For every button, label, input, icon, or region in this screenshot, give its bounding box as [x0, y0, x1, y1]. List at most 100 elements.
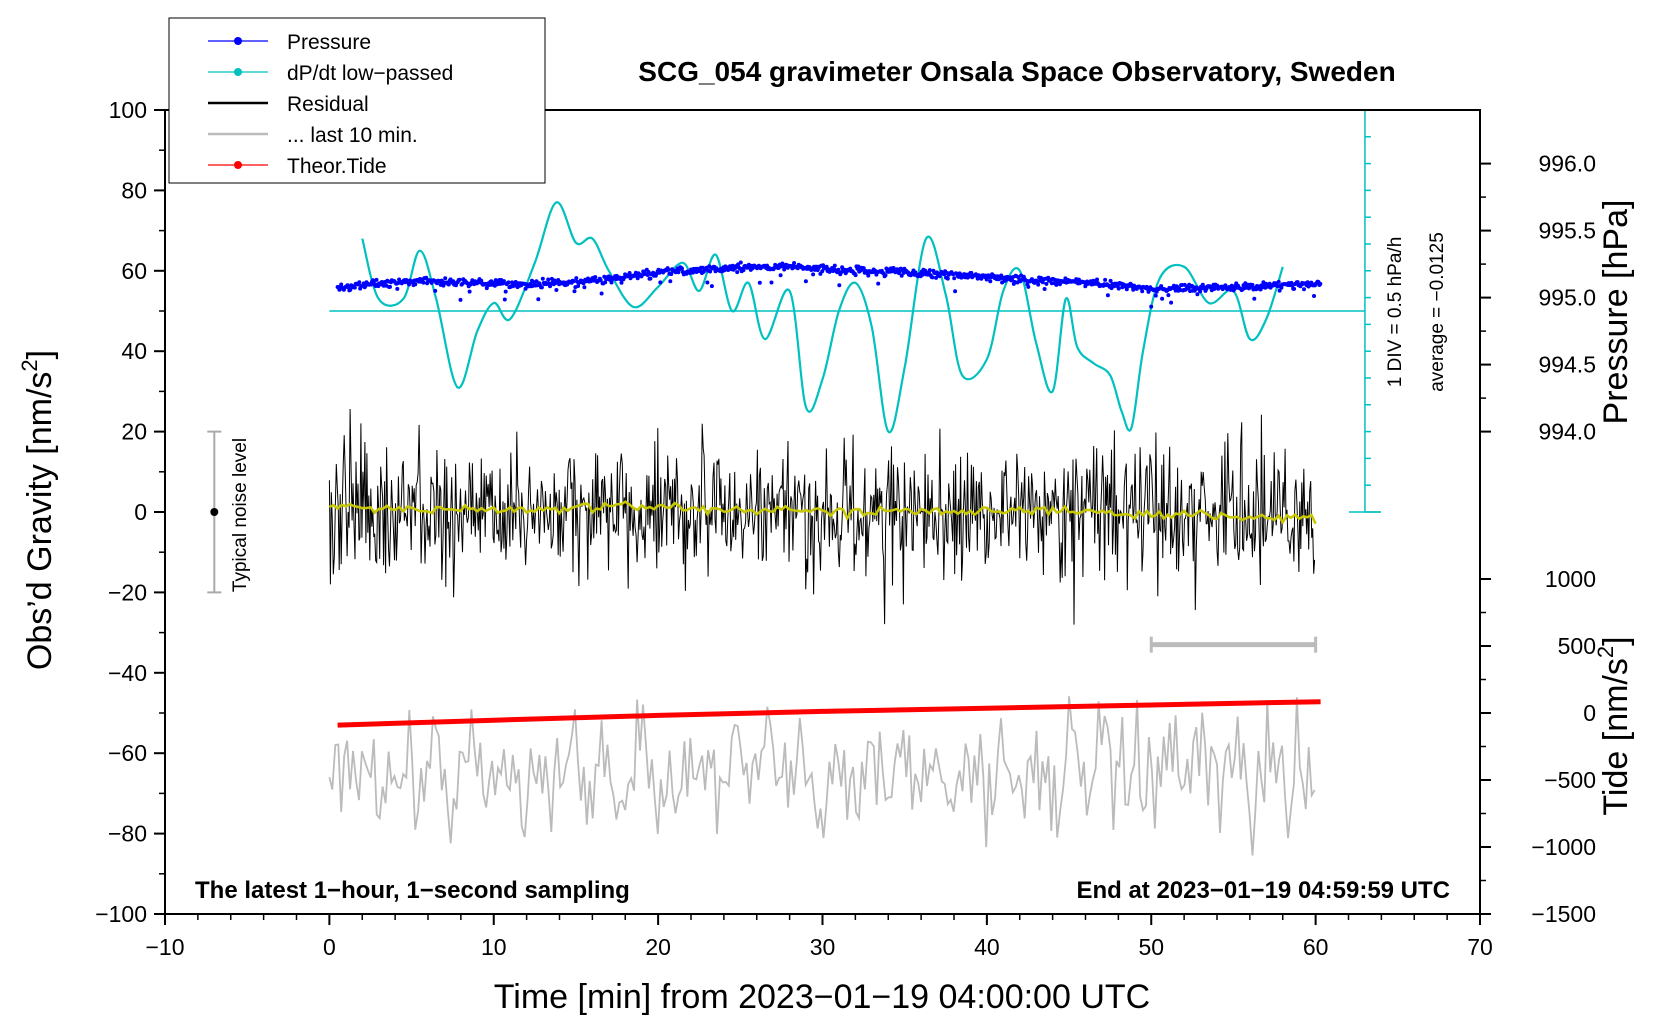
pressure-point [357, 280, 362, 285]
tide-axis-label: Tide [nm/s2] [1593, 636, 1635, 815]
y-tick-label: −60 [108, 740, 147, 766]
pressure-point [1044, 281, 1049, 286]
y-tick-label: 0 [134, 499, 147, 525]
pressure-point [1040, 280, 1045, 285]
pressure-point [1292, 286, 1297, 291]
chart-title: SCG_054 gravimeter Onsala Space Observat… [638, 56, 1395, 87]
pressure-point [741, 268, 746, 273]
pressure-point [582, 285, 587, 290]
pressure-point [339, 282, 344, 287]
pressure-point [441, 283, 446, 288]
legend-box [168, 17, 546, 184]
pressure-point [1250, 283, 1255, 287]
pressure-axis-tick-label: 995.5 [1538, 218, 1596, 244]
pressure-point [778, 273, 783, 278]
pressure-point [803, 279, 808, 284]
axes: −10 0 10 20 30 40 50 60 70−100−80−60−40−20020406… [95, 97, 1596, 960]
pressure-point [1276, 279, 1281, 284]
last-10-min-line [328, 696, 1316, 856]
pressure-point [861, 266, 866, 271]
pressure-point [407, 282, 411, 287]
pressure-point [609, 280, 614, 285]
pressure-point [738, 260, 743, 265]
y-tick-label: 80 [121, 177, 147, 203]
dpdt-line [361, 201, 1284, 434]
pressure-axis-tick-label: 994.0 [1538, 419, 1596, 445]
pressure-point [506, 280, 511, 285]
pressure-point [1042, 287, 1047, 291]
pressure-point [832, 263, 837, 268]
pressure-axis-label: Pressure [hPa] [1597, 200, 1635, 425]
y-tick-label: 100 [109, 97, 147, 123]
pressure-point [1026, 284, 1031, 289]
pressure-point [1103, 277, 1108, 282]
x-tick-label: 10 [481, 934, 507, 960]
pressure-point [837, 283, 842, 288]
tide-axis-tick-label: 0 [1583, 700, 1596, 726]
pressure-point [1140, 289, 1145, 294]
x-axis-label: Time [min] from 2023−01−19 04:00:00 UTC [494, 978, 1150, 1016]
pressure-point [952, 276, 957, 281]
tide-axis-tick-label: 500 [1558, 633, 1596, 659]
pressure-point [458, 297, 463, 302]
pressure-point [648, 276, 653, 281]
plot-series [207, 110, 1381, 856]
legend-label: dP/dt low−passed [287, 62, 453, 85]
legend-label: Pressure [287, 31, 371, 54]
x-tick-label: −10 [145, 934, 184, 960]
pressure-point [735, 270, 740, 275]
pressure-point [1195, 292, 1200, 297]
legend-label: ... last 10 min. [287, 124, 418, 147]
y-tick-label: −20 [108, 579, 147, 605]
dpdt-scale-label: 1 DIV = 0.5 hPa/h [1385, 237, 1406, 388]
pressure-point [1124, 287, 1129, 292]
pressure-point [836, 267, 841, 272]
y-tick-label: −100 [95, 901, 147, 927]
pressure-point [680, 266, 684, 271]
pressure-point [709, 284, 714, 289]
x-tick-label: 40 [974, 934, 1000, 960]
legend-swatch-dot [234, 37, 242, 45]
footer-left-note: The latest 1−hour, 1−second sampling [195, 877, 630, 904]
pressure-point [571, 279, 576, 284]
pressure-point [1153, 293, 1158, 298]
pressure-point [457, 277, 462, 282]
pressure-point [1279, 285, 1284, 290]
tide-axis-tick-label: 1000 [1545, 566, 1596, 592]
pressure-point [1149, 304, 1154, 309]
pressure-point [546, 277, 551, 282]
pressure-point [1302, 287, 1306, 292]
pressure-point [1159, 284, 1164, 289]
pressure-point [1198, 289, 1203, 294]
pressure-point [1166, 293, 1171, 298]
pressure-point [811, 272, 816, 277]
pressure-point [979, 276, 984, 281]
noise-level-label: Typical noise level [230, 438, 251, 592]
x-tick-label: 70 [1467, 934, 1493, 960]
y-tick-label: 40 [121, 338, 147, 364]
pressure-point [467, 289, 472, 294]
pressure-point [446, 282, 451, 287]
pressure-point [443, 276, 448, 281]
pressure-point [891, 266, 896, 270]
pressure-point [502, 297, 507, 302]
pressure-point [1036, 282, 1041, 287]
pressure-point [536, 297, 541, 302]
x-tick-label: 20 [645, 934, 671, 960]
pressure-point [866, 273, 871, 278]
pressure-point [1212, 286, 1217, 291]
pressure-point [576, 284, 581, 288]
tide-axis-tick-label: −500 [1544, 767, 1596, 793]
x-tick-label: 50 [1138, 934, 1164, 960]
pressure-points [335, 260, 1323, 309]
pressure-point [876, 281, 881, 286]
pressure-point [769, 280, 774, 285]
pressure-point [646, 270, 651, 274]
residual-smoothed-line [328, 500, 1317, 525]
pressure-point [1116, 286, 1121, 291]
pressure-axis-tick-label: 994.5 [1538, 352, 1596, 378]
pressure-point [503, 289, 508, 294]
pressure-axis-tick-label: 995.0 [1538, 285, 1596, 311]
pressure-point [645, 273, 650, 277]
